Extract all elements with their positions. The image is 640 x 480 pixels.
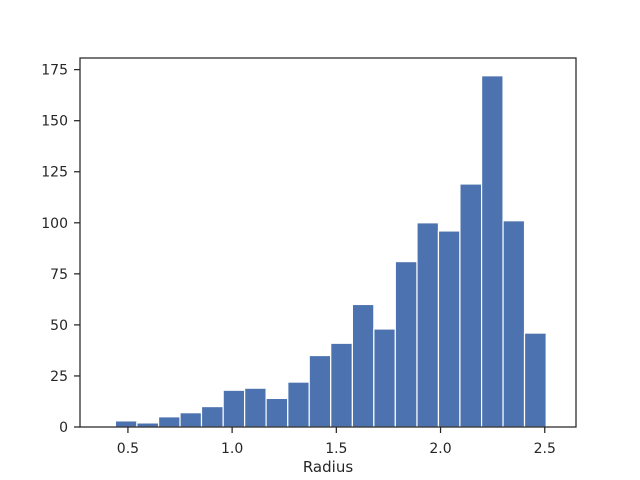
x-tick-label: 0.5 (117, 441, 139, 457)
x-axis-ticks: 0.5 1.0 1.5 2.0 2.5 (117, 427, 556, 457)
histogram-bar (200, 405, 224, 428)
histogram-bar (244, 387, 267, 428)
histogram-bar (394, 260, 418, 428)
x-tick-label: 1.5 (325, 441, 347, 457)
y-tick-label: 0 (59, 420, 68, 436)
y-axis-ticks: 0 25 50 75 100 125 150 175 (41, 63, 80, 436)
y-tick-label: 50 (50, 318, 68, 334)
y-tick-label: 150 (41, 114, 68, 130)
y-tick-label: 125 (41, 165, 68, 181)
histogram-bar (157, 416, 181, 428)
x-axis-label: Radius (303, 458, 353, 476)
histogram-bar (351, 303, 375, 428)
histogram-bar (437, 230, 461, 428)
plot-frame (79, 57, 577, 428)
x-tick-label: 2.5 (534, 441, 556, 457)
histogram-bar (265, 397, 289, 428)
y-tick-label: 175 (41, 63, 68, 79)
histogram-bar (222, 389, 246, 428)
histogram-bars (114, 75, 547, 428)
histogram-bar (416, 222, 440, 428)
x-tick-label: 1.0 (221, 441, 243, 457)
histogram-bar (287, 381, 310, 428)
y-tick-label: 25 (50, 369, 68, 385)
histogram-bar (373, 328, 396, 428)
histogram-bar (459, 183, 483, 428)
histogram-bar (114, 420, 138, 428)
histogram-bar (308, 354, 332, 428)
histogram-bar (330, 342, 353, 428)
x-tick-label: 2.0 (429, 441, 451, 457)
y-tick-label: 75 (50, 267, 68, 283)
histogram-bar (179, 412, 203, 428)
histogram-bar (502, 220, 526, 428)
y-tick-label: 100 (41, 216, 68, 232)
histogram-bar (523, 332, 547, 428)
histogram-bar (480, 75, 504, 428)
